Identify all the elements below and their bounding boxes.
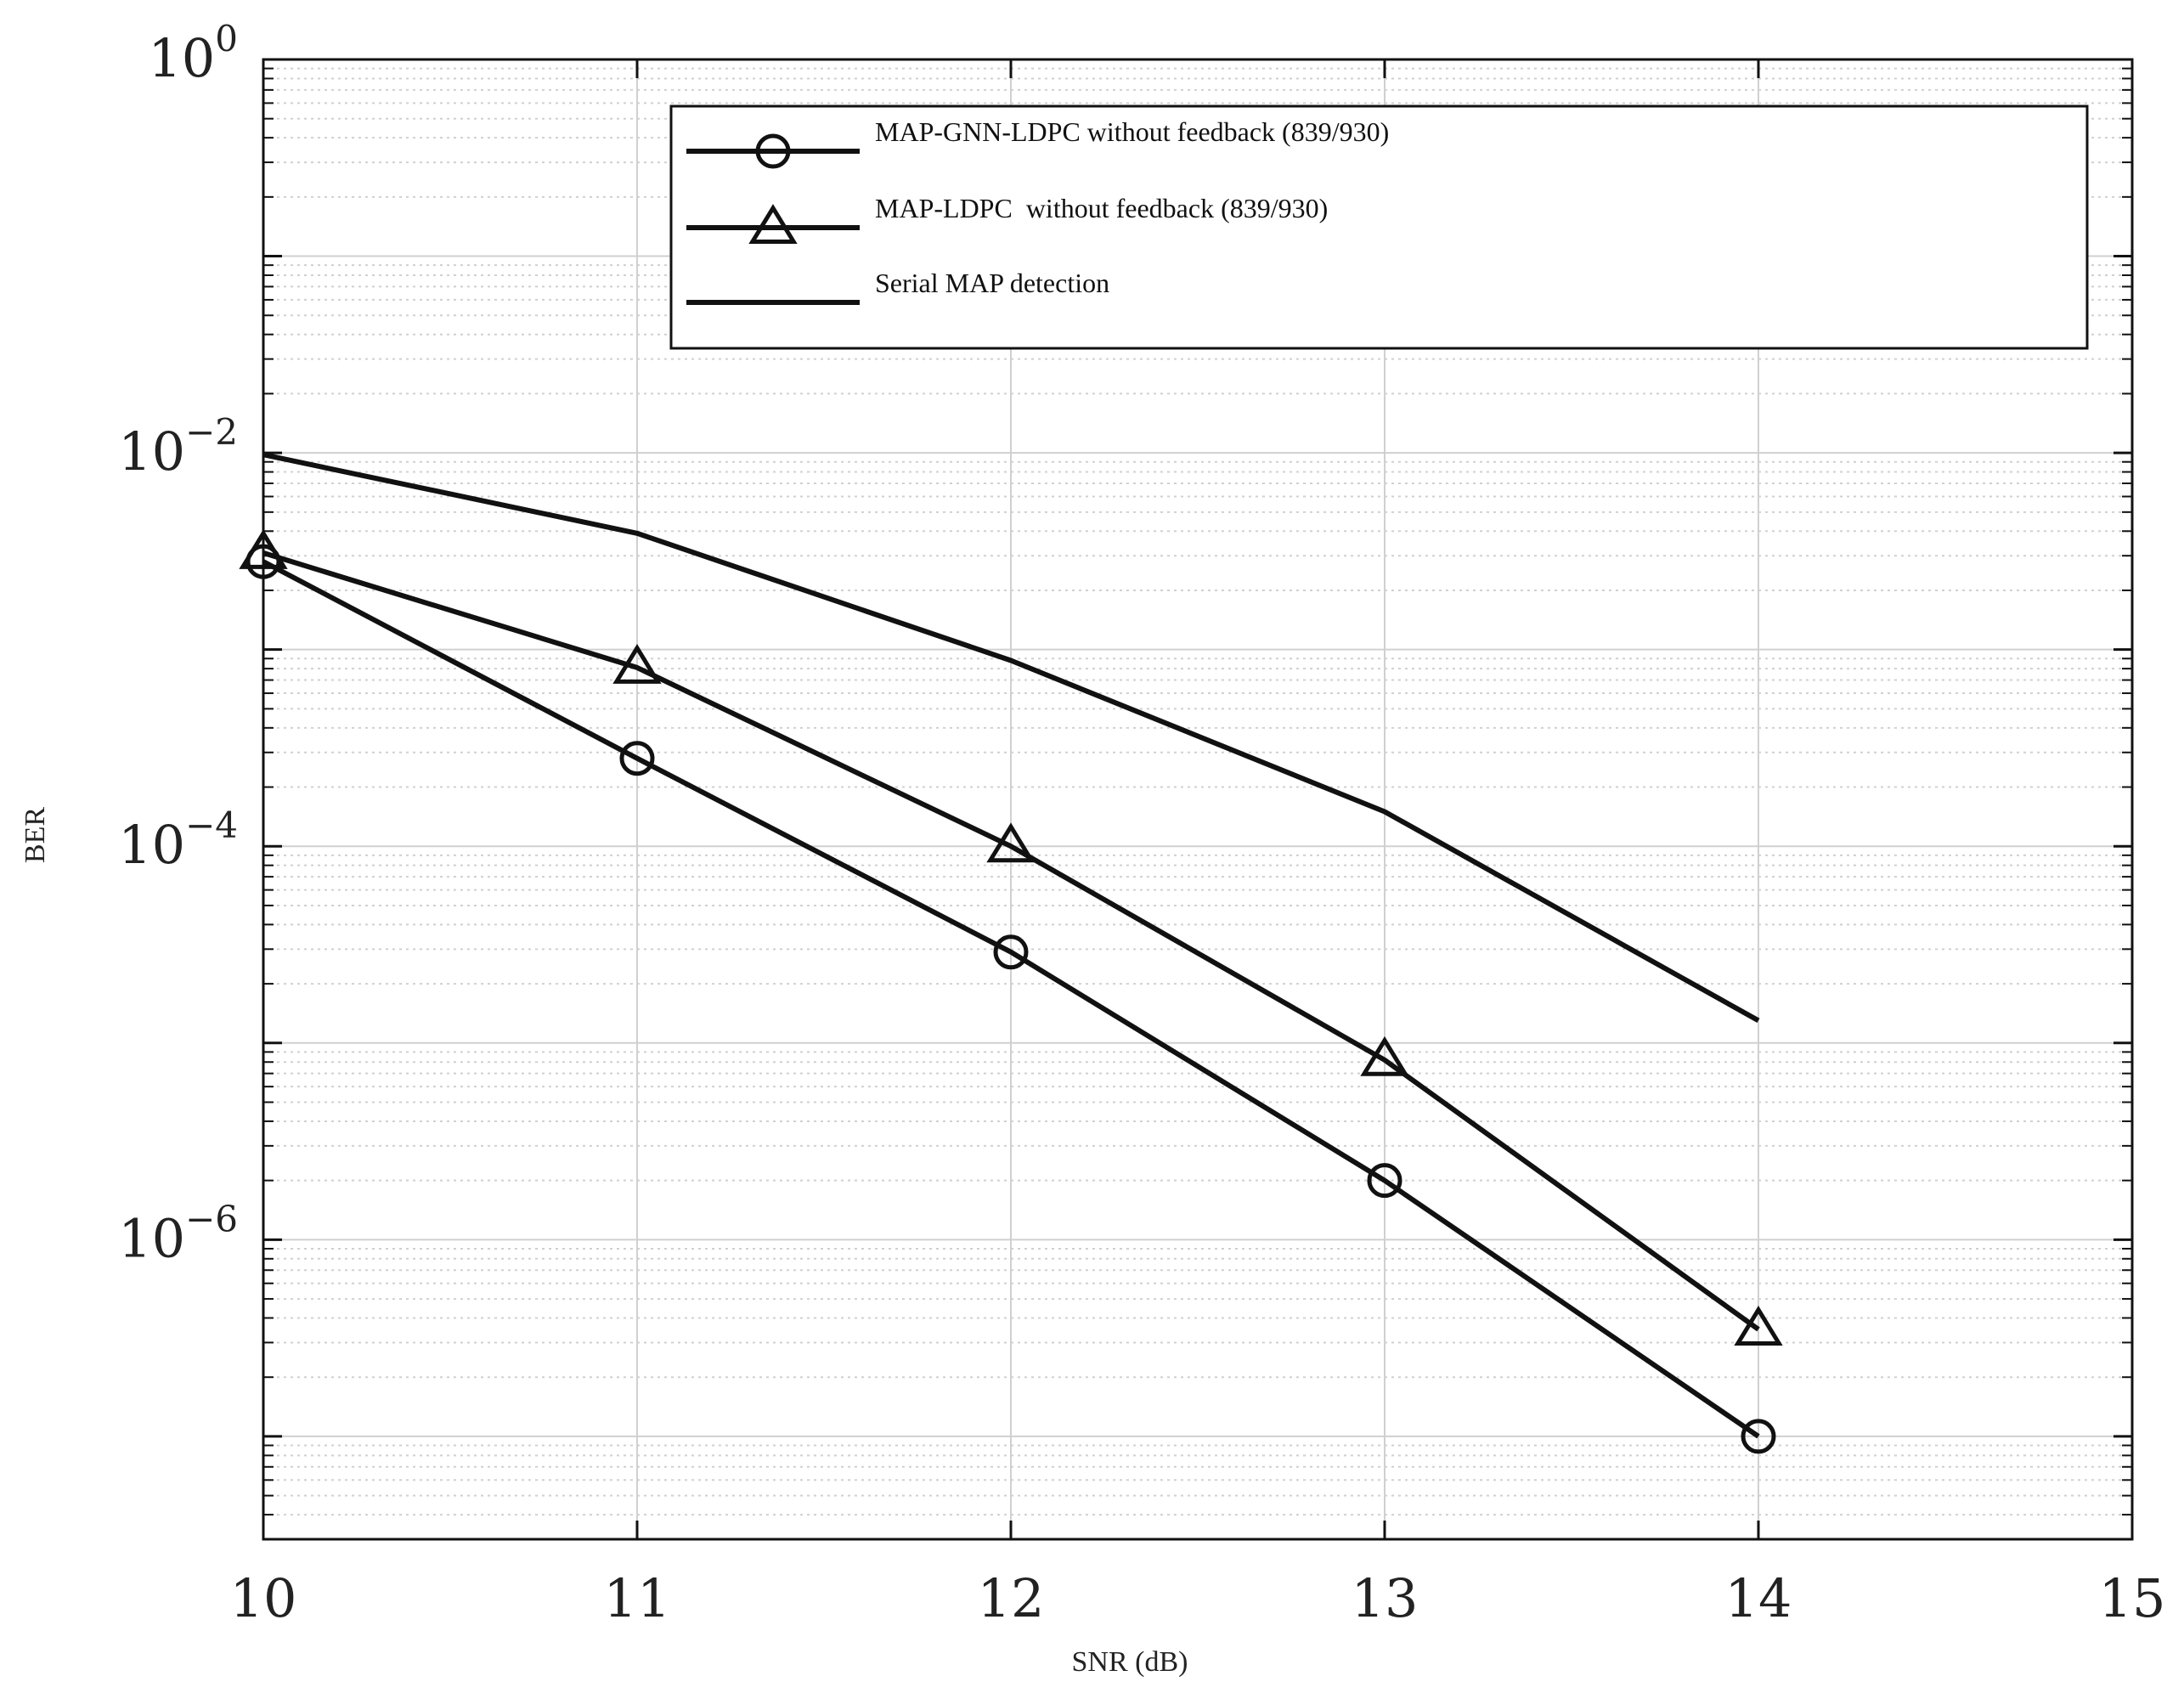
series-line-2 [262,550,1760,1332]
y-tick-label: 100 [148,18,238,89]
legend-marker-1 [755,133,791,169]
y-tick-label: 10−2 [118,411,238,483]
plot-area-frame [262,58,2134,1541]
x-tick-label: 11 [604,1567,671,1629]
legend-label-1: MAP-GNN-LDPC without feedback (839/930) [875,116,1389,147]
x-tick-label: 12 [978,1567,1045,1629]
series-lines [239,452,1783,1454]
data-point-series-1 [619,741,655,776]
y-tick-label: 10−4 [118,804,238,876]
legend-label-2: MAP-LDPC without feedback (839/930) [875,193,1328,223]
series-line-1 [262,559,1760,1439]
x-tick-label: 15 [2099,1567,2166,1629]
x-tick-label: 14 [1725,1567,1792,1629]
data-point-series-2 [1734,1306,1783,1346]
legend: MAP-GNN-LDPC without feedback (839/930) M… [669,104,2089,350]
axis-ticks: 10 11 12 13 14 15 100 10−2 10−4 10−6 [118,18,2165,1629]
data-point-series-1 [1367,1163,1402,1199]
data-point-series-2 [612,643,662,684]
data-point-series-2 [1360,1036,1409,1076]
x-tick-label: 13 [1352,1567,1419,1629]
legend-label-3: Serial MAP detection [875,268,1109,298]
series-line-3 [262,452,1760,1024]
legend-marker-2 [748,204,798,244]
x-axis-title: SNR (dB) [1072,1646,1188,1678]
legend-box [669,104,2089,350]
data-point-series-1 [993,934,1029,970]
y-axis-title: BER [20,807,51,863]
data-point-series-2 [986,822,1036,863]
data-point-series-2 [239,529,288,569]
y-tick-label: 10−6 [118,1198,238,1269]
x-tick-label: 10 [230,1567,297,1629]
data-point-series-1 [1741,1419,1776,1454]
